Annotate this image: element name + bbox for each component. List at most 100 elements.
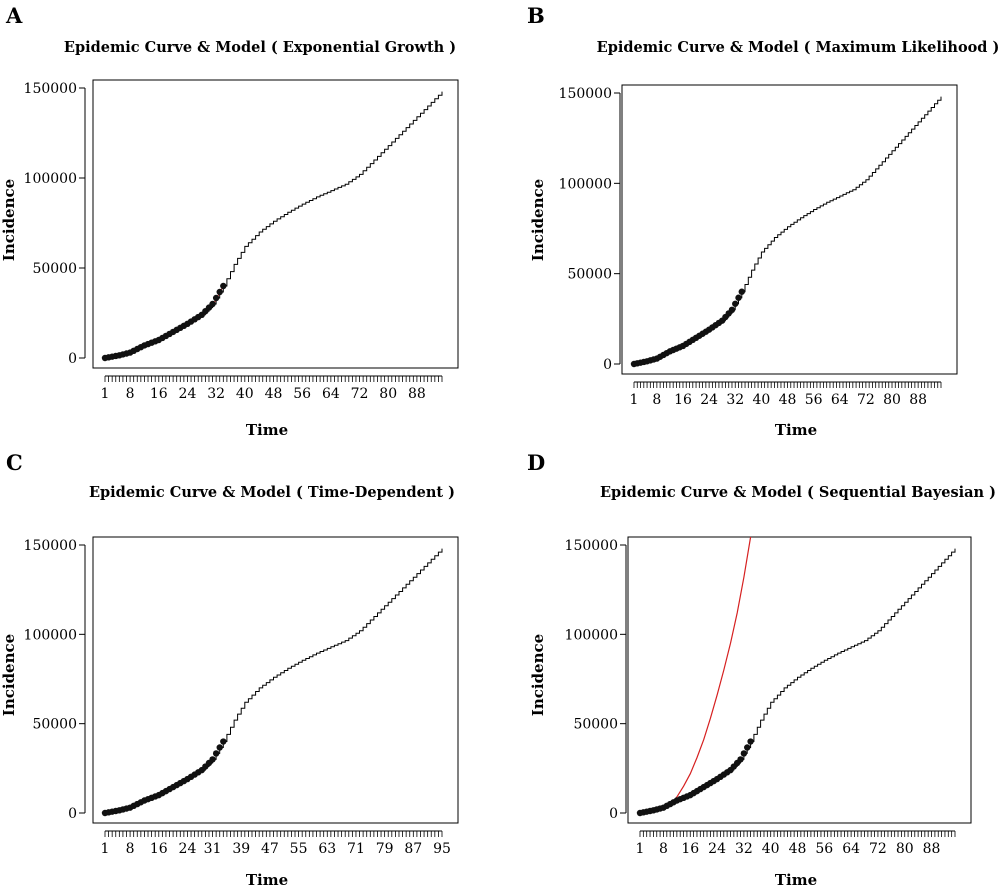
observed-step-line	[105, 548, 443, 814]
observed-point	[220, 282, 227, 290]
plot-frame	[627, 536, 972, 824]
y-tick-label: 0	[68, 806, 77, 822]
plot-area: 0 50000 100000 150000 1 8 16 24 32 40 48 56 64 72 80 88	[559, 84, 958, 408]
y-tick-label: 100000	[24, 627, 77, 643]
x-tick-label: 1	[636, 841, 645, 857]
x-tick-label: 56	[815, 841, 833, 857]
chart-title: Epidemic Curve & Model ( Time-Dependent …	[89, 484, 455, 501]
x-tick-label: 48	[265, 386, 283, 402]
x-axis-title: Time	[775, 421, 817, 439]
x-tick-label: 31	[204, 841, 222, 857]
chart-title: Epidemic Curve & Model ( Exponential Gro…	[64, 39, 456, 56]
observed-point	[728, 306, 736, 313]
panel-b: B Epidemic Curve & Model ( Maximum Likel…	[527, 3, 999, 439]
x-tick-label: 8	[659, 841, 668, 857]
x-tick-label: 56	[293, 386, 311, 402]
x-tick-label: 24	[179, 386, 197, 402]
y-tick-label: 0	[609, 806, 618, 822]
x-tick-label: 88	[909, 392, 927, 408]
x-tick-label: 64	[322, 386, 340, 402]
observed-point	[212, 294, 220, 302]
x-tick-label: 64	[842, 841, 860, 857]
panel-letter: B	[527, 3, 545, 28]
observed-point	[744, 744, 751, 751]
x-tick-label: 79	[376, 841, 394, 857]
observed-point	[747, 738, 754, 745]
observed-step-line	[105, 91, 443, 359]
x-axis-title: Time	[775, 871, 817, 889]
y-tick-label: 100000	[559, 176, 612, 192]
observed-point	[732, 300, 739, 307]
model-fit-line	[104, 285, 224, 359]
x-tick-label: 48	[789, 841, 807, 857]
observed-point	[738, 288, 745, 295]
x-tick-label: 24	[708, 841, 726, 857]
observed-step-line	[640, 548, 956, 814]
x-tick-label: 64	[831, 392, 849, 408]
x-tick-label: 88	[408, 386, 426, 402]
x-tick-label: 71	[347, 841, 365, 857]
y-tick-label: 100000	[24, 171, 77, 187]
x-tick-label: 24	[700, 392, 718, 408]
x-tick-label: 16	[681, 841, 699, 857]
observed-point	[212, 750, 220, 757]
y-tick-label: 0	[603, 357, 612, 373]
x-tick-label: 80	[896, 841, 914, 857]
x-tick-label: 32	[726, 392, 744, 408]
panel-c: C Epidemic Curve & Model ( Time-Dependen…	[0, 450, 459, 889]
plot-area: 0 50000 100000 150000 1 8 16 24 32 40 48 56 64 72 80 88	[565, 536, 972, 857]
plot-frame	[92, 536, 459, 824]
plot-area: 0 50000 100000 150000 1 8 16 24 32 40 48 56 64 72 80 88	[24, 79, 459, 402]
y-tick-label: 50000	[567, 267, 612, 283]
x-tick-label: 56	[805, 392, 823, 408]
y-tick-label: 100000	[565, 627, 618, 643]
y-tick-label: 50000	[573, 717, 618, 733]
x-tick-label: 48	[779, 392, 797, 408]
y-tick-label: 0	[68, 351, 77, 367]
x-tick-label: 40	[752, 392, 770, 408]
x-tick-label: 80	[379, 386, 397, 402]
x-tick-label: 80	[883, 392, 901, 408]
x-tick-label: 1	[101, 841, 110, 857]
y-axis-title: Incidence	[529, 179, 547, 261]
x-tick-label: 1	[630, 392, 639, 408]
y-tick-label: 150000	[565, 538, 618, 554]
y-axis-title: Incidence	[529, 634, 547, 716]
model-bayes-line	[669, 536, 752, 807]
x-tick-label: 87	[404, 841, 422, 857]
y-tick-label: 150000	[24, 81, 77, 97]
x-tick-label: 40	[236, 386, 254, 402]
x-tick-label: 8	[126, 386, 135, 402]
x-tick-label: 8	[652, 392, 661, 408]
observed-point	[216, 288, 223, 296]
plot-area: 0 50000 100000 150000 1 8 16 24 31 39 47 55 63 71 79 87…	[24, 536, 459, 857]
x-tick-label: 40	[762, 841, 780, 857]
plot-frame	[92, 79, 459, 369]
x-tick-label: 1	[101, 386, 110, 402]
x-tick-label: 88	[923, 841, 941, 857]
x-tick-label: 95	[433, 841, 451, 857]
chart-title: Epidemic Curve & Model ( Maximum Likelih…	[597, 39, 1000, 56]
chart-title: Epidemic Curve & Model ( Sequential Baye…	[600, 484, 996, 501]
observed-point	[220, 738, 227, 745]
x-tick-label: 8	[126, 841, 135, 857]
x-tick-label: 24	[179, 841, 197, 857]
x-tick-label: 16	[674, 392, 692, 408]
x-tick-label: 16	[150, 386, 168, 402]
x-tick-label: 72	[857, 392, 875, 408]
panel-a: A Epidemic Curve & Model ( Exponential G…	[0, 3, 459, 439]
y-axis-title: Incidence	[0, 179, 18, 261]
observed-point	[209, 756, 216, 763]
observed-point	[216, 744, 223, 751]
y-axis-title: Incidence	[0, 634, 18, 716]
observed-step-line	[634, 96, 942, 365]
panel-d: D Epidemic Curve & Model ( Sequential Ba…	[527, 450, 996, 889]
x-tick-label: 55	[290, 841, 308, 857]
y-tick-label: 50000	[32, 717, 77, 733]
observed-point	[740, 750, 748, 757]
x-tick-label: 32	[735, 841, 753, 857]
observed-point	[735, 294, 742, 301]
x-tick-label: 39	[232, 841, 250, 857]
x-tick-label: 72	[351, 386, 369, 402]
panel-letter: C	[6, 450, 23, 475]
